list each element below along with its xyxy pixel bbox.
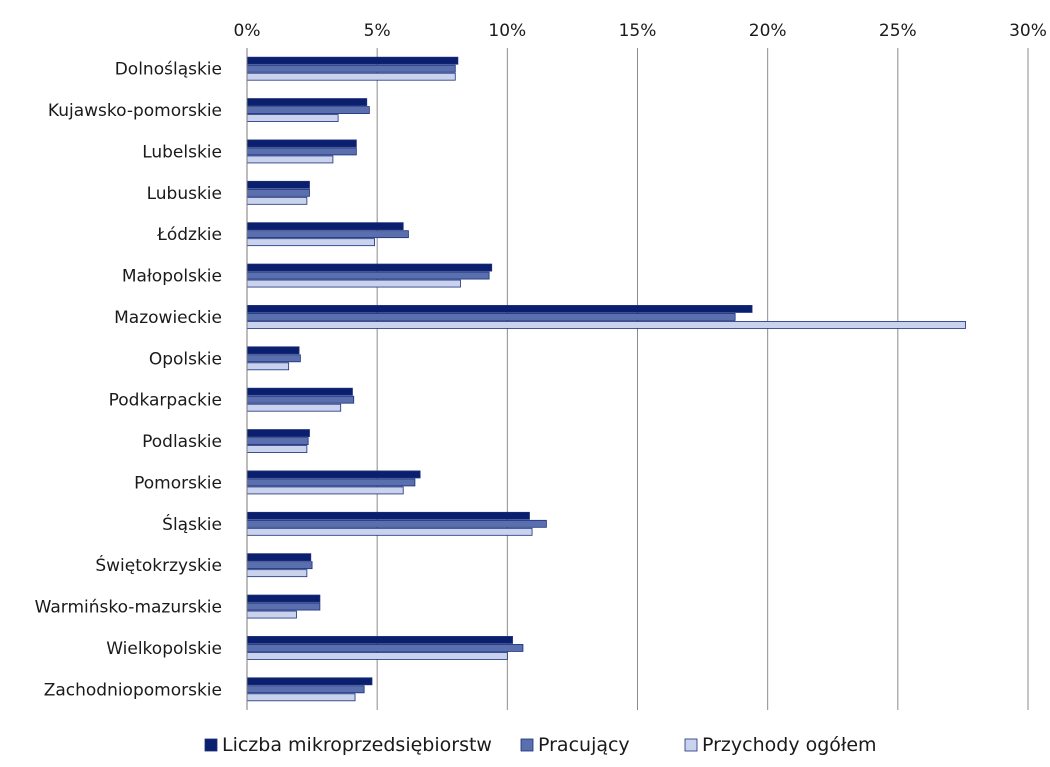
category-label: Łódzkie	[156, 225, 222, 245]
bar-10-2	[246, 486, 404, 495]
bar-13-0	[246, 594, 321, 603]
bar-15-0	[246, 677, 373, 686]
x-tick-label: 0%	[234, 21, 261, 41]
category-label: Kujawsko-pomorskie	[48, 101, 222, 121]
bar-9-2	[246, 445, 308, 453]
bar-15-2	[246, 693, 356, 702]
category-labels: Dolnośląskie Kujawsko-pomorskie Lubelskie L…	[35, 60, 222, 701]
bar-14-1	[246, 644, 524, 652]
gridlines	[376, 48, 1029, 710]
bar-9-0	[246, 429, 310, 437]
x-tick-label: 30%	[1009, 21, 1047, 41]
bar-4-1	[246, 230, 409, 239]
bar-0-0	[246, 56, 459, 65]
category-label: Świętokrzyskie	[95, 554, 222, 576]
bar-12-2	[246, 569, 308, 578]
bar-13-2	[246, 610, 297, 619]
bar-1-0	[246, 98, 368, 106]
bar-3-0	[246, 180, 310, 189]
bar-13-1	[246, 602, 321, 611]
bar-3-2	[246, 196, 308, 205]
bar-8-1	[246, 395, 355, 404]
legend-label-0: Liczba mikroprzedsiębiorstw	[222, 734, 492, 756]
category-label: Małopolskie	[122, 267, 222, 287]
bar-7-2	[246, 362, 290, 371]
category-label: Wielkopolskie	[106, 639, 222, 659]
bar-6-2	[246, 321, 966, 329]
legend-swatch-1	[520, 738, 534, 752]
bar-1-1	[246, 106, 370, 114]
category-label: Lubelskie	[142, 142, 222, 162]
x-tick-label: 15%	[619, 21, 657, 41]
bar-6-1	[246, 313, 736, 321]
bar-7-0	[246, 346, 300, 355]
bar-12-0	[246, 553, 312, 562]
bar-11-2	[246, 527, 533, 536]
bar-4-2	[246, 238, 375, 247]
legend-label-2: Przychody ogółem	[702, 734, 877, 756]
bar-5-0	[246, 263, 493, 272]
bar-10-1	[246, 478, 416, 487]
category-label: Warmińsko-mazurskie	[35, 598, 222, 618]
category-label: Zachodniopomorskie	[44, 680, 222, 700]
bar-2-0	[246, 139, 357, 148]
legend-swatch-0	[204, 738, 218, 752]
bar-5-1	[246, 271, 490, 280]
legend-label-1: Pracujący	[538, 734, 630, 756]
category-label: Opolskie	[149, 349, 222, 369]
category-label: Pomorskie	[134, 473, 222, 493]
bar-2-2	[246, 155, 334, 164]
bar-4-0	[246, 222, 404, 231]
bar-15-1	[246, 685, 365, 694]
bar-14-2	[246, 652, 508, 660]
x-tick-label: 5%	[364, 21, 391, 41]
x-tick-label: 10%	[488, 21, 526, 41]
bar-11-0	[246, 511, 530, 520]
bars	[246, 56, 966, 702]
bar-8-2	[246, 403, 342, 412]
bar-5-2	[246, 279, 461, 288]
category-label: Dolnośląskie	[115, 60, 222, 80]
category-label: Podlaskie	[142, 432, 222, 452]
legend: Liczba mikroprzedsiębiorstw Pracujący Przy…	[204, 734, 877, 756]
bar-8-0	[246, 387, 353, 396]
category-label: Lubuskie	[147, 184, 222, 204]
legend-swatch-2	[684, 738, 698, 752]
bar-12-1	[246, 561, 313, 570]
bar-7-1	[246, 354, 301, 363]
bar-6-0	[246, 305, 753, 313]
bar-0-2	[246, 72, 456, 81]
bar-2-1	[246, 147, 357, 156]
bar-9-1	[246, 437, 309, 445]
bar-14-0	[246, 636, 513, 644]
x-tick-label: 20%	[749, 21, 787, 41]
bar-10-0	[246, 470, 421, 479]
x-tick-labels: 0% 5% 10% 15% 20% 25% 30%	[234, 21, 1047, 41]
category-label: Śląskie	[162, 513, 222, 535]
category-label: Mazowieckie	[114, 308, 222, 328]
bar-3-1	[246, 188, 310, 197]
x-tick-label: 25%	[879, 21, 917, 41]
bar-11-1	[246, 519, 547, 528]
bar-1-2	[246, 114, 339, 122]
category-label: Podkarpackie	[109, 391, 222, 411]
bar-0-1	[246, 64, 456, 73]
